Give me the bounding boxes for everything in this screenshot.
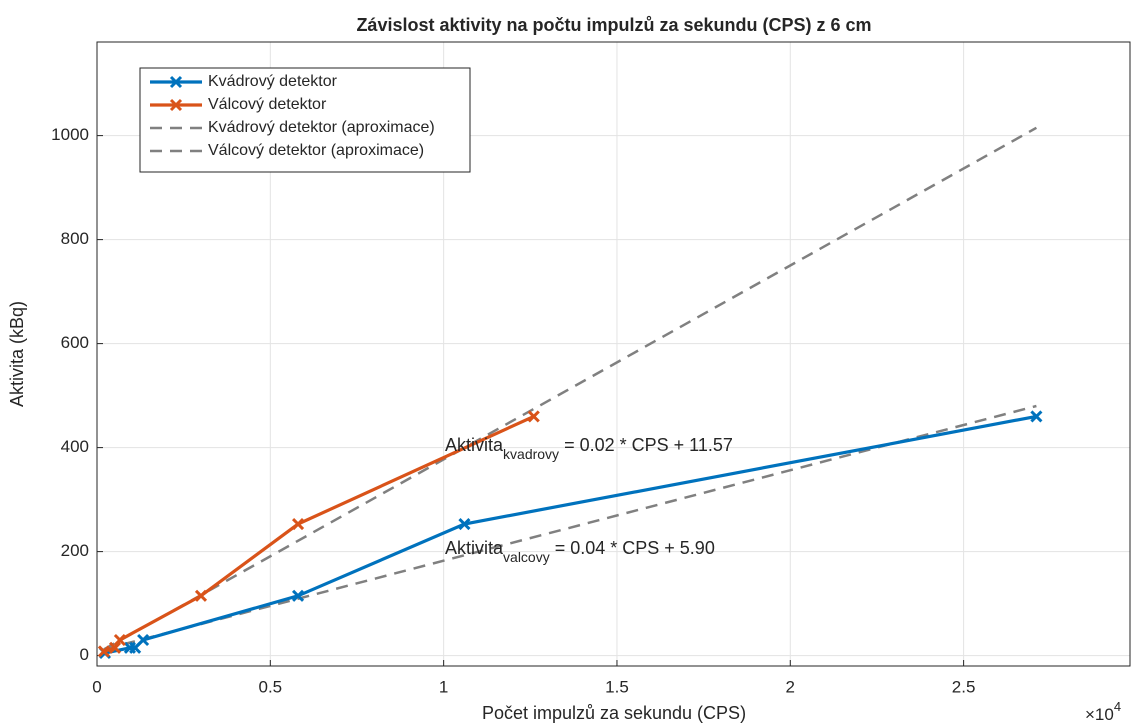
annotation-sub: kvadrovy <box>503 446 559 462</box>
x-axis-label: Počet impulzů za sekundu (CPS) <box>482 703 746 723</box>
legend-label: Kvádrový detektor <box>208 73 338 90</box>
x-tick-label: 1.5 <box>605 677 629 696</box>
y-tick-label: 600 <box>61 333 89 352</box>
marker <box>458 517 471 531</box>
marker <box>108 641 122 654</box>
series-line <box>103 126 1038 651</box>
annotation-text: Aktivita <box>445 538 504 558</box>
y-tick-label: 800 <box>61 229 89 248</box>
legend-label: Válcový detektor (aproximace) <box>208 142 424 159</box>
annotation: Aktivitavalcovy = 0.04 * CPS + 5.90 <box>445 538 715 565</box>
annotation-rest: = 0.04 * CPS + 5.90 <box>550 538 715 558</box>
x-exponent: ×104 <box>1085 699 1121 724</box>
marker <box>137 633 150 647</box>
marker <box>169 75 183 89</box>
legend-label: Kvádrový detektor (aproximace) <box>208 119 435 136</box>
marker <box>113 633 126 647</box>
marker <box>194 589 208 602</box>
x-tick-label: 0.5 <box>259 677 283 696</box>
y-tick-label: 400 <box>61 437 89 456</box>
chart-title: Závislost aktivity na počtu impulzů za s… <box>356 15 871 35</box>
annotation: Aktivitakvadrovy = 0.02 * CPS + 11.57 <box>445 435 733 462</box>
x-tick-label: 2.5 <box>952 677 976 696</box>
marker <box>169 98 183 112</box>
marker <box>291 589 305 602</box>
x-tick-label: 0 <box>92 677 101 696</box>
y-tick-label: 200 <box>61 541 89 560</box>
legend-label: Válcový detektor <box>208 96 327 113</box>
x-tick-label: 1 <box>439 677 448 696</box>
legend-box <box>139 67 471 173</box>
y-axis-label: Aktivita (kBq) <box>7 301 27 407</box>
annotation-rest: = 0.02 * CPS + 11.57 <box>559 435 733 455</box>
y-tick-label: 1000 <box>51 125 89 144</box>
x-tick-label: 2 <box>786 677 795 696</box>
annotation-sub: valcovy <box>503 549 550 565</box>
marker <box>527 410 540 423</box>
marker <box>291 517 305 531</box>
annotation-text: Aktivita <box>445 435 504 455</box>
y-tick-label: 0 <box>80 645 89 664</box>
marker <box>97 645 110 658</box>
plot-frame <box>96 41 1131 667</box>
marker <box>1030 410 1043 423</box>
